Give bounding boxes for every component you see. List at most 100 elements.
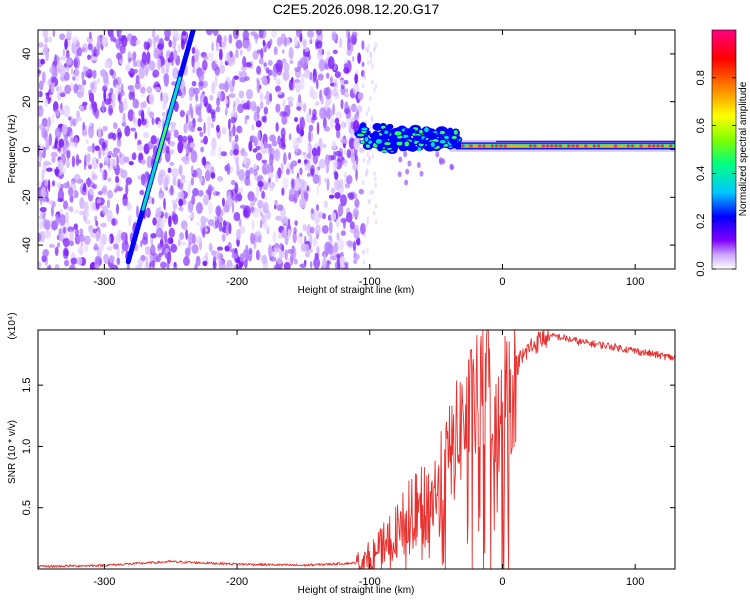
noise-blob xyxy=(239,49,243,56)
noise-blob xyxy=(329,118,336,129)
noise-blob xyxy=(268,153,274,166)
noise-blob xyxy=(51,156,56,163)
noise-blob xyxy=(366,47,369,53)
noise-blob xyxy=(103,155,110,165)
noise-blob xyxy=(365,170,369,176)
noise-blob xyxy=(373,171,376,177)
noise-blob xyxy=(245,61,252,68)
noise-blob xyxy=(101,142,107,150)
noise-blob xyxy=(219,259,226,269)
noise-blob xyxy=(103,78,110,88)
noise-blob xyxy=(68,116,71,121)
noise-blob xyxy=(54,246,59,256)
noise-blob xyxy=(304,251,311,258)
noise-blob xyxy=(172,176,177,186)
noise-blob xyxy=(197,126,203,132)
noise-blob xyxy=(211,41,215,52)
noise-blob xyxy=(45,196,50,203)
noise-blob xyxy=(92,183,98,190)
colorbar-tick-label: 0.6 xyxy=(695,118,707,133)
noise-blob xyxy=(197,189,204,197)
noise-blob xyxy=(279,243,284,250)
noise-blob xyxy=(71,36,79,45)
noise-blob xyxy=(116,247,120,258)
noise-blob xyxy=(331,256,338,261)
noise-blob xyxy=(234,134,239,143)
noise-blob xyxy=(261,159,268,164)
noise-blob xyxy=(286,37,291,46)
noise-blob xyxy=(302,38,307,48)
noise-blob xyxy=(294,35,298,47)
noise-blob xyxy=(44,179,48,187)
noise-blob xyxy=(63,259,70,267)
noise-blob xyxy=(153,47,159,59)
noise-blob xyxy=(172,67,179,80)
noise-blob xyxy=(281,229,287,239)
noise-blob xyxy=(115,52,123,60)
noise-blob xyxy=(362,249,365,255)
noise-blob xyxy=(47,179,51,192)
noise-blob xyxy=(314,252,319,260)
noise-blob xyxy=(164,149,171,163)
signal-blob-core xyxy=(375,139,382,144)
noise-blob xyxy=(335,122,341,132)
noise-blob xyxy=(346,38,352,51)
snr-series-line xyxy=(38,330,675,569)
noise-blob xyxy=(167,57,171,63)
noise-blob xyxy=(195,202,203,214)
noise-blob xyxy=(116,30,122,36)
noise-blob xyxy=(369,126,373,132)
noise-blob xyxy=(302,224,307,232)
noise-blob xyxy=(213,189,216,197)
noise-blob xyxy=(146,155,153,169)
noise-blob xyxy=(306,152,312,159)
noise-blob xyxy=(107,235,111,245)
noise-blob xyxy=(185,144,190,157)
noise-blob xyxy=(173,129,179,138)
noise-blob xyxy=(200,146,205,153)
noise-blob xyxy=(361,61,365,68)
noise-blob xyxy=(271,251,277,257)
noise-blob xyxy=(173,49,178,61)
noise-blob xyxy=(216,124,220,133)
signal-drip xyxy=(441,158,446,165)
noise-blob xyxy=(208,202,213,215)
noise-blob xyxy=(358,147,365,153)
noise-blob xyxy=(203,122,206,135)
signal-peak-dot xyxy=(605,144,609,148)
noise-blob xyxy=(199,131,204,137)
signal-peak-dot xyxy=(664,144,669,148)
noise-blob xyxy=(202,156,207,166)
signal-blob xyxy=(412,135,422,141)
noise-blob xyxy=(366,248,369,254)
signal-blob-core xyxy=(439,139,446,144)
noise-blob xyxy=(335,129,341,139)
noise-blob xyxy=(318,59,326,72)
snr-y-ticks: 0.5 1.0 1.5 xyxy=(21,378,675,515)
noise-blob xyxy=(180,39,185,50)
noise-blob xyxy=(306,30,314,38)
noise-blob xyxy=(132,68,139,74)
noise-blob xyxy=(79,84,85,97)
signal-peak-dot xyxy=(639,144,643,148)
noise-blob xyxy=(310,164,315,176)
noise-blob xyxy=(242,30,250,41)
signal-blob-core xyxy=(396,141,403,146)
noise-blob xyxy=(85,153,91,166)
noise-blob xyxy=(87,43,92,51)
noise-blob xyxy=(38,161,42,168)
noise-blob xyxy=(74,68,80,82)
noise-blob xyxy=(189,107,194,115)
noise-blob xyxy=(39,207,47,213)
noise-blob xyxy=(196,221,200,227)
noise-blob xyxy=(57,242,61,248)
noise-blob xyxy=(239,252,244,263)
noise-blob xyxy=(195,167,203,179)
noise-blob xyxy=(361,83,365,89)
noise-blob xyxy=(323,252,327,262)
noise-blob xyxy=(372,210,376,216)
noise-blob xyxy=(42,30,49,38)
noise-blob xyxy=(40,58,46,65)
noise-blob xyxy=(103,253,109,265)
noise-blob xyxy=(103,70,107,78)
